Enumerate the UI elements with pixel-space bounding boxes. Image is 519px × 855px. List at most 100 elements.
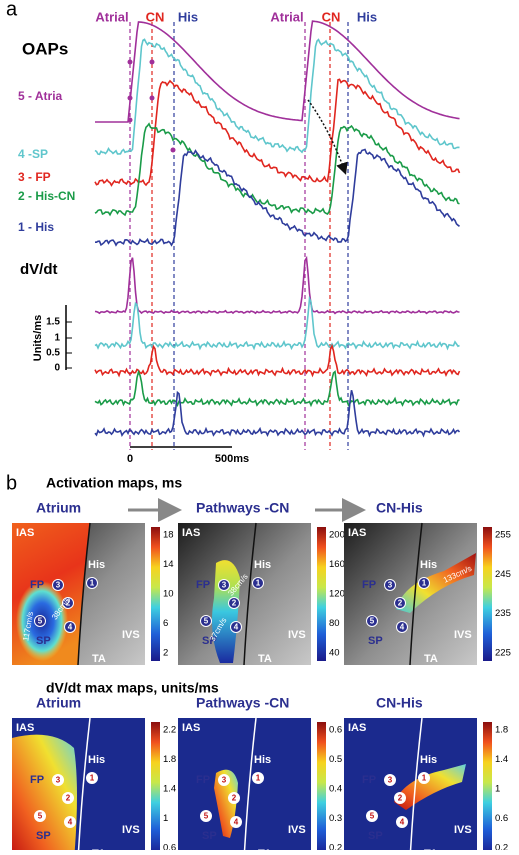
colorbar-tick-label: 0.5 (329, 754, 342, 765)
trace-label: 3 - FP (18, 170, 51, 184)
dvdt-trace (95, 299, 460, 349)
map-label: SP (202, 830, 217, 842)
panel-label: b (6, 472, 17, 494)
event-label: Atrial (95, 9, 128, 24)
colorbar-tick-label: 225 (495, 648, 511, 659)
marker-label: 3 (56, 581, 61, 590)
colorbar-tick-label: 235 (495, 608, 511, 619)
scale-tick-label: 0.5 (46, 348, 60, 359)
trace-label: 1 - His (18, 220, 54, 234)
colorbar-tick-label: 1.8 (495, 725, 508, 736)
oaps-title: OAPs (22, 39, 68, 58)
map-label: IVS (122, 629, 140, 641)
marker-label: 4 (68, 623, 73, 632)
colorbar (151, 527, 160, 661)
map-background (178, 523, 311, 665)
map-label: IVS (454, 629, 472, 641)
panel-label: a (6, 0, 18, 20)
colorbar-tick-label: 1.8 (163, 754, 176, 765)
colorbar-tick-label: 1.4 (495, 754, 508, 765)
map-label: FP (30, 579, 44, 591)
map-label: SP (36, 830, 51, 842)
map-label: IAS (348, 527, 366, 539)
dvdt-trace (95, 372, 460, 406)
map-label: TA (92, 653, 106, 665)
colorbar (483, 527, 492, 661)
colorbar-tick-label: 255 (495, 530, 511, 541)
map-label: IVS (122, 824, 140, 836)
marker-label: 3 (388, 776, 393, 785)
colorbar-tick-label: 1.4 (163, 784, 176, 795)
map-label: IVS (288, 824, 306, 836)
map-label: SP (368, 635, 383, 647)
map-title: Pathways -CN (196, 500, 289, 516)
marker-label: 2 (66, 794, 71, 803)
marker-label: 2 (398, 794, 403, 803)
section-title: Activation maps, ms (46, 475, 182, 491)
colorbar-tick-label: 1 (495, 784, 500, 795)
oap-trace (95, 150, 460, 246)
colorbar-tick-label: 120 (329, 589, 345, 600)
colorbar-tick-label: 2.2 (163, 725, 176, 736)
colorbar-tick-label: 40 (329, 648, 340, 659)
map: IASHisIVSTAFPSP12345133cm/s (344, 523, 477, 665)
marker-label: 3 (388, 581, 393, 590)
scale-tick-label: 1.5 (46, 317, 60, 328)
map-label: TA (424, 653, 438, 665)
activation-dot (150, 96, 155, 101)
activation-dot (150, 60, 155, 65)
activation-dot (171, 148, 176, 153)
activation-dot (128, 96, 133, 101)
map-label: His (254, 754, 271, 766)
time-tick-label: 500ms (215, 453, 249, 465)
colorbar-tick-label: 0.4 (329, 784, 342, 795)
map-label: FP (196, 579, 210, 591)
event-label: CN (146, 9, 165, 24)
marker-label: 3 (222, 581, 227, 590)
colorbar-tick-label: 0.3 (329, 813, 342, 824)
map-label: IAS (16, 527, 34, 539)
marker-label: 1 (422, 579, 427, 588)
marker-label: 4 (400, 623, 405, 632)
activation-dot (128, 118, 133, 123)
trace-label: 2 - His-CN (18, 189, 75, 203)
dvdt-trace (95, 346, 460, 375)
map-label: FP (362, 579, 376, 591)
dvdt-trace (95, 390, 460, 435)
scale-axis-label: Units/ms (32, 315, 44, 361)
map-title: CN-His (376, 695, 423, 711)
activation-dot (128, 60, 133, 65)
colorbar (317, 722, 326, 850)
map-label: IVS (288, 629, 306, 641)
map-title: Pathways -CN (196, 695, 289, 711)
event-label: Atrial (270, 9, 303, 24)
colorbar-tick-label: 245 (495, 569, 511, 580)
marker-label: 2 (398, 599, 403, 608)
colorbar-tick-label: 200 (329, 530, 345, 541)
map-label: FP (362, 774, 376, 786)
marker-label: 5 (38, 812, 43, 821)
map-label: His (88, 754, 105, 766)
map-label: IAS (182, 722, 200, 734)
marker-label: 5 (204, 617, 209, 626)
marker-label: 4 (234, 623, 239, 632)
map-label: SP (368, 830, 383, 842)
map-label: His (420, 559, 437, 571)
colorbar (317, 527, 326, 661)
colorbar-tick-label: 14 (163, 559, 174, 570)
colorbar-tick-label: 80 (329, 618, 340, 629)
dvdt-trace (95, 258, 460, 314)
marker-label: 4 (400, 818, 405, 827)
colorbar-tick-label: 10 (163, 589, 174, 600)
colorbar-tick-label: 1 (163, 813, 168, 824)
marker-label: 2 (232, 794, 237, 803)
colorbar-tick-label: 2 (163, 648, 168, 659)
colorbar (483, 722, 492, 850)
map-label: His (420, 754, 437, 766)
colorbar-tick-label: 0.2 (329, 843, 342, 850)
